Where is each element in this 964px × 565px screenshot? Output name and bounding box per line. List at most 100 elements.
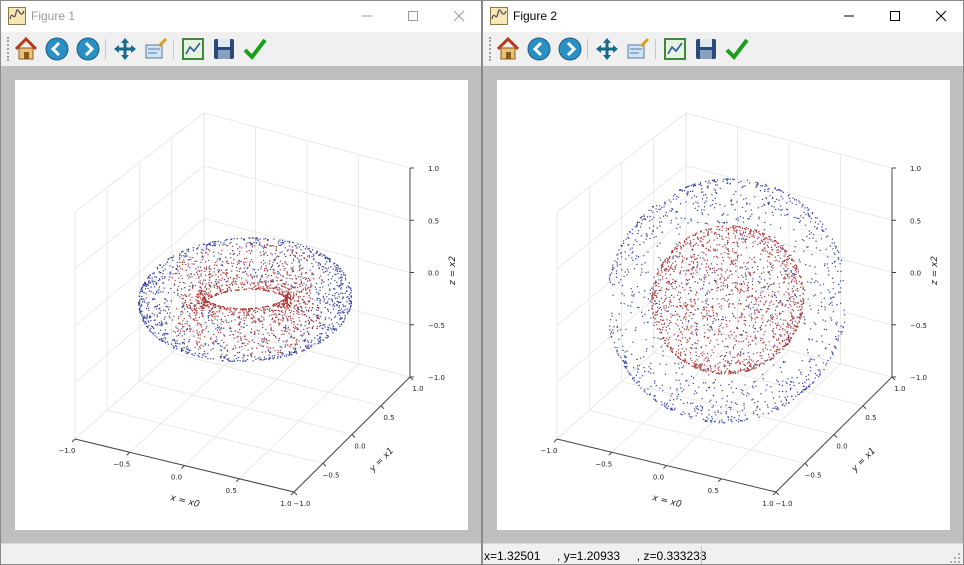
zoom-icon[interactable]: [625, 36, 651, 62]
data-point: [280, 319, 282, 321]
data-point: [334, 269, 337, 271]
forward-icon[interactable]: [557, 36, 583, 62]
figure-area[interactable]: −1.0 −1.0 −1.0 −0.5 −0.5 −0.5 0.0 0.0 0.0 0.5 0.5 0…: [497, 80, 950, 530]
pan-icon[interactable]: [112, 36, 138, 62]
data-point: [183, 255, 185, 257]
subplots-icon[interactable]: [180, 36, 206, 62]
data-point: [204, 285, 207, 287]
data-point: [234, 354, 236, 357]
edit-axes-icon[interactable]: [724, 36, 750, 62]
data-point: [143, 299, 145, 301]
x-tick: [181, 465, 185, 469]
data-point: [204, 301, 207, 303]
home-icon[interactable]: [13, 36, 39, 62]
data-point: [690, 256, 692, 259]
data-point: [308, 307, 311, 309]
close-button[interactable]: [437, 1, 481, 32]
data-point: [750, 301, 753, 303]
data-point: [139, 290, 142, 292]
data-point: [149, 277, 151, 279]
data-point: [213, 255, 215, 257]
data-point: [230, 262, 233, 264]
pan-icon[interactable]: [594, 36, 620, 62]
title-bar[interactable]: Figure 2: [483, 1, 963, 32]
data-point: [662, 329, 664, 331]
data-point: [728, 373, 730, 375]
data-point: [277, 351, 279, 354]
data-point: [768, 285, 770, 287]
close-button[interactable]: [919, 1, 963, 32]
3d-scatter-plot[interactable]: −1.0−1.0−1.0−0.5−0.5−0.50.00.00.00.50.50…: [497, 80, 950, 530]
data-point: [341, 284, 343, 286]
data-point: [744, 227, 746, 230]
data-point: [658, 289, 660, 292]
data-point: [743, 359, 745, 361]
data-point: [214, 304, 217, 306]
forward-icon[interactable]: [75, 36, 101, 62]
edit-axes-icon[interactable]: [242, 36, 268, 62]
data-point: [196, 310, 198, 312]
data-point: [663, 261, 665, 263]
data-point: [189, 329, 191, 331]
data-point: [296, 342, 298, 344]
data-point: [235, 347, 237, 349]
data-point: [791, 321, 794, 323]
data-point: [778, 349, 780, 351]
data-point: [211, 245, 213, 247]
data-point: [746, 238, 748, 240]
minimize-button[interactable]: [345, 1, 391, 32]
data-point: [726, 241, 729, 244]
data-point: [788, 402, 790, 404]
grid-line: [621, 381, 835, 435]
data-point: [182, 330, 184, 332]
data-point: [162, 340, 164, 342]
data-point: [181, 347, 183, 349]
3d-scatter-plot[interactable]: −1.0−1.0−1.0−0.5−0.5−0.50.00.00.00.50.50…: [15, 80, 468, 530]
data-point: [317, 307, 320, 309]
data-point: [239, 328, 241, 331]
x-tick: [717, 478, 722, 483]
data-point: [336, 312, 339, 315]
figure-canvas[interactable]: −1.0 −1.0 −1.0 −0.5 −0.5 −0.5 0.0 0.0 0.0 0.5 0.5 0…: [483, 66, 963, 543]
data-point: [724, 371, 726, 374]
data-point: [287, 292, 289, 294]
maximize-button[interactable]: [873, 1, 919, 32]
data-point: [744, 231, 746, 233]
data-point: [746, 370, 748, 372]
data-point: [664, 294, 666, 296]
figure-canvas[interactable]: −1.0 −1.0 −1.0 −0.5 −0.5 −0.5 0.0 0.0 0.0 0.5 0.5 0…: [1, 66, 481, 543]
maximize-button[interactable]: [391, 1, 437, 32]
home-icon[interactable]: [495, 36, 521, 62]
data-point: [651, 299, 653, 301]
figure-area[interactable]: −1.0 −1.0 −1.0 −0.5 −0.5 −0.5 0.0 0.0 0.0 0.5 0.5 0…: [15, 80, 468, 530]
data-point: [316, 299, 318, 301]
back-icon[interactable]: [526, 36, 552, 62]
data-point: [263, 356, 266, 358]
data-point: [288, 332, 290, 334]
data-point: [695, 406, 697, 408]
subplots-icon[interactable]: [662, 36, 688, 62]
data-point: [787, 306, 789, 309]
data-point: [165, 263, 167, 265]
data-point: [831, 262, 833, 265]
data-point: [784, 344, 786, 347]
data-point: [175, 268, 178, 270]
data-point: [243, 322, 245, 325]
data-point: [238, 270, 240, 273]
save-icon[interactable]: [211, 36, 237, 62]
minimize-button[interactable]: [827, 1, 873, 32]
axes-3d: −1.0−1.0−1.0−0.5−0.5−0.50.00.00.00.50.50…: [59, 112, 458, 510]
back-icon[interactable]: [44, 36, 70, 62]
data-point: [284, 346, 286, 348]
data-point: [278, 339, 280, 342]
title-bar[interactable]: Figure 1: [1, 1, 481, 32]
zoom-icon[interactable]: [143, 36, 169, 62]
data-point: [190, 302, 192, 304]
data-point: [236, 243, 238, 245]
data-point: [670, 222, 672, 224]
data-point: [288, 305, 291, 307]
data-point: [652, 206, 654, 208]
save-icon[interactable]: [693, 36, 719, 62]
data-point: [293, 351, 296, 353]
data-point: [231, 311, 233, 313]
